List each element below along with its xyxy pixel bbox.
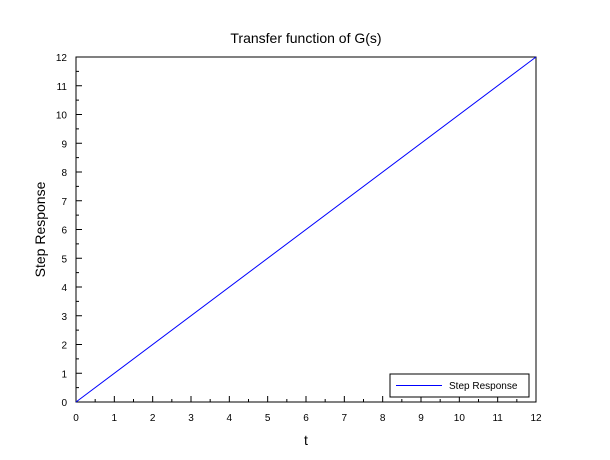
y-tick-label: 11 bbox=[57, 82, 68, 93]
x-tick-label: 2 bbox=[150, 413, 156, 424]
x-tick-label: 11 bbox=[492, 413, 503, 424]
x-tick-label: 0 bbox=[73, 413, 79, 424]
y-tick-label: 9 bbox=[61, 139, 67, 150]
y-tick-label: 6 bbox=[61, 226, 67, 237]
y-tick-label: 7 bbox=[61, 197, 67, 208]
series-line-step-response bbox=[75, 56, 537, 403]
x-tick-label: 6 bbox=[303, 413, 309, 424]
x-tick-label: 8 bbox=[380, 413, 386, 424]
x-tick-label: 12 bbox=[530, 413, 542, 424]
y-tick-label: 5 bbox=[61, 254, 67, 265]
y-tick-label: 8 bbox=[61, 168, 67, 179]
x-axis-label: t bbox=[304, 432, 308, 448]
x-tick-label: 1 bbox=[112, 413, 118, 424]
y-tick-label: 1 bbox=[61, 369, 67, 380]
legend: Step Response bbox=[389, 373, 530, 398]
y-tick-label: 2 bbox=[61, 341, 67, 352]
x-axis: 0 1 2 3 4 5 6 7 8 9 10 11 12 bbox=[73, 396, 542, 424]
y-tick-label: 3 bbox=[61, 312, 67, 323]
series-layer bbox=[75, 56, 537, 403]
legend-label: Step Response bbox=[449, 381, 518, 392]
x-tick-label: 3 bbox=[188, 413, 194, 424]
x-tick-label: 4 bbox=[227, 413, 233, 424]
x-tick-label: 9 bbox=[418, 413, 424, 424]
y-tick-label: 0 bbox=[61, 398, 67, 409]
y-axis-label: Step Response bbox=[32, 181, 48, 277]
y-tick-label: 12 bbox=[56, 53, 68, 64]
x-tick-label: 7 bbox=[342, 413, 348, 424]
legend-box bbox=[389, 373, 530, 398]
y-tick-label: 4 bbox=[61, 283, 67, 294]
chart-title: Transfer function of G(s) bbox=[230, 30, 381, 46]
y-tick-label: 10 bbox=[56, 111, 68, 122]
x-tick-label: 5 bbox=[265, 413, 271, 424]
x-tick-label: 10 bbox=[454, 413, 466, 424]
